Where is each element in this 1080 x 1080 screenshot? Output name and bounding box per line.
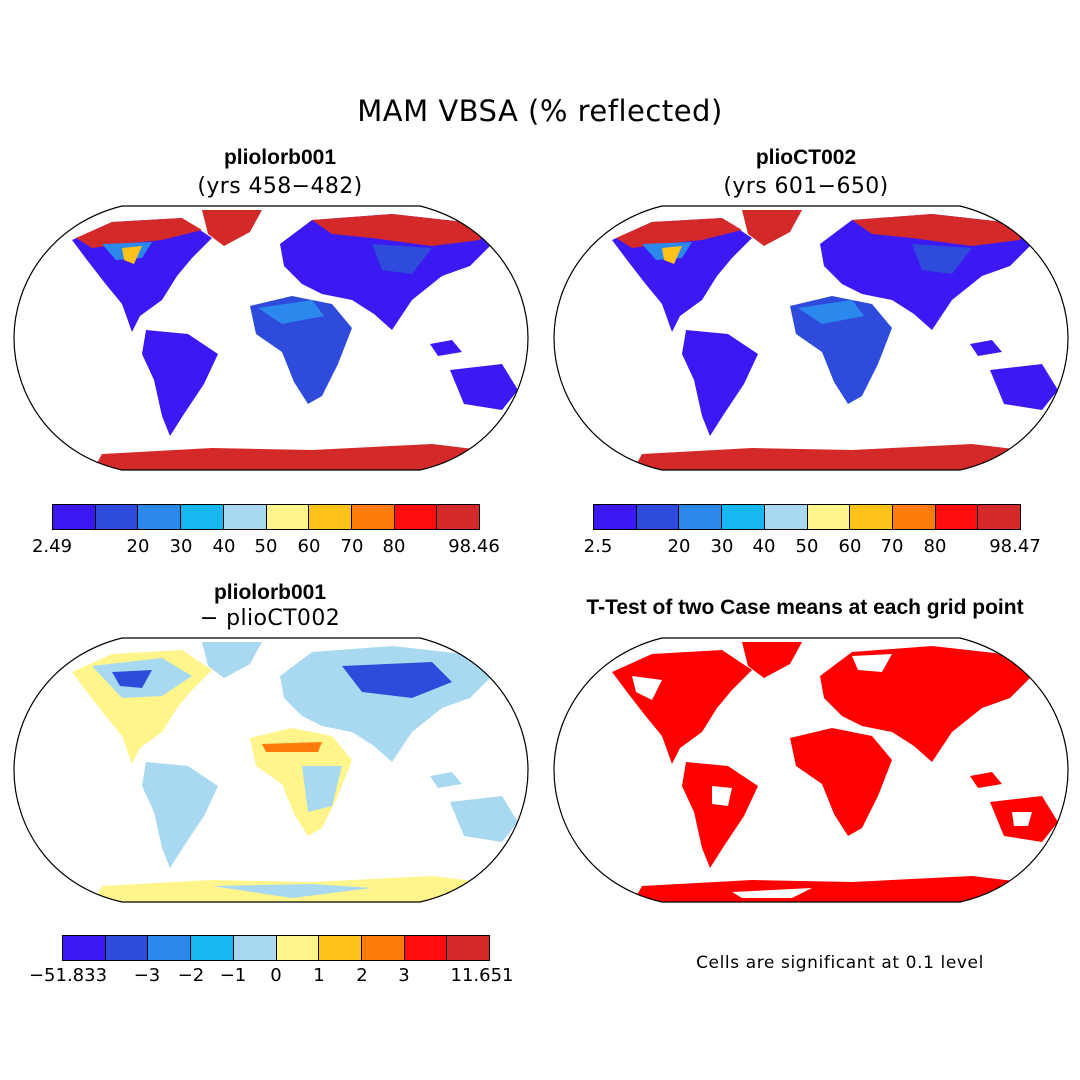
colorbar-swatch [850,505,893,529]
colorbar-tick: −51.833 [28,965,108,986]
colorbar-tick: 11.651 [450,965,514,986]
colorbar-swatch [191,936,234,960]
colorbar-tick: 20 [667,536,691,557]
colorbar-tick: 70 [340,536,364,557]
colorbar-tick: 50 [254,536,278,557]
colorbar-swatch [95,505,139,529]
colorbar-swatch [679,505,723,529]
colorbar-panel-2 [593,504,1021,530]
panel-1-title: pliolorb001 [223,146,337,169]
colorbar-tick: 70 [880,536,904,557]
colorbar-tick: 2.49 [31,536,73,557]
colorbar-swatch [361,936,405,960]
colorbar-tick: 40 [752,536,776,557]
colorbar-swatch [276,936,320,960]
colorbar-tick: −3 [133,965,161,986]
colorbar-tick: 60 [297,536,321,557]
colorbar-tick: −1 [219,965,247,986]
panel-4-title: T-Test of two Case means at each grid po… [586,596,1024,619]
colorbar-panel-1 [52,504,480,530]
colorbar-tick: −2 [177,965,205,986]
colorbar-swatch [105,936,149,960]
map-panel-4 [553,637,1069,903]
colorbar-tick: 30 [710,536,734,557]
colorbar-swatch [935,505,979,529]
colorbar-tick: 40 [212,536,236,557]
colorbar-swatch [447,936,490,960]
colorbar-tick: 3 [398,965,410,986]
colorbar-swatch [138,505,182,529]
colorbar-tick: 2 [356,965,368,986]
colorbar-swatch [63,936,106,960]
colorbar-tick: 20 [126,536,150,557]
colorbar-swatch [181,505,224,529]
colorbar-tick: 50 [795,536,819,557]
colorbar-tick: 30 [169,536,193,557]
colorbar-tick: 98.46 [448,536,500,557]
colorbar-swatch [722,505,765,529]
colorbar-swatch [978,505,1021,529]
colorbar-tick: 98.47 [989,536,1041,557]
colorbar-swatch [437,505,480,529]
figure-title: MAM VBSA (% reflected) [357,94,723,128]
panel-2-subtitle: (yrs 601−650) [723,174,889,199]
panel-3-subtitle: − plioCT002 [199,606,341,631]
colorbar-panel-3 [62,935,490,961]
colorbar-swatch [351,505,395,529]
colorbar-swatch [309,505,352,529]
colorbar-swatch [404,936,448,960]
panel-1-subtitle: (yrs 458−482) [197,174,363,199]
colorbar-swatch [148,936,192,960]
panel-2-title: plioCT002 [755,146,857,169]
map-panel-3 [13,637,529,903]
colorbar-swatch [807,505,851,529]
map-panel-2 [553,205,1069,471]
colorbar-swatch [594,505,637,529]
colorbar-tick: 60 [838,536,862,557]
colorbar-swatch [636,505,680,529]
colorbar-tick: 80 [923,536,947,557]
panel-3-title: pliolorb001 [213,581,327,604]
colorbar-tick: 0 [270,965,282,986]
colorbar-swatch [223,505,267,529]
colorbar-swatch [233,936,277,960]
map-panel-1 [13,205,529,471]
significance-note: Cells are significant at 0.1 level [696,953,984,973]
colorbar-swatch [319,936,362,960]
colorbar-swatch [394,505,438,529]
colorbar-swatch [764,505,808,529]
colorbar-tick: 1 [313,965,325,986]
colorbar-swatch [266,505,310,529]
colorbar-tick: 2.5 [583,536,613,557]
colorbar-tick: 80 [382,536,406,557]
colorbar-swatch [53,505,96,529]
colorbar-swatch [892,505,936,529]
